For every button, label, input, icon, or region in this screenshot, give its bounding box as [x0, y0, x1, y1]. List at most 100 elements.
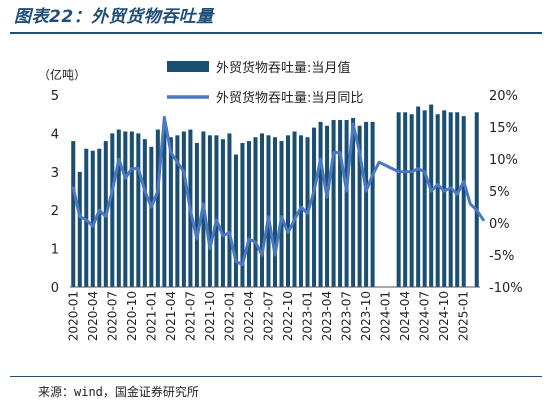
yoy-point: [280, 216, 283, 218]
yoy-point: [482, 219, 484, 221]
yoy-point: [196, 238, 198, 240]
bar: [149, 146, 154, 287]
bar: [448, 112, 453, 287]
legend-line-label: 外贸货物吞吐量:当月同比: [216, 90, 363, 106]
bar: [77, 171, 82, 287]
bar: [97, 148, 102, 287]
y-left-tick-label: 5: [51, 89, 59, 104]
yoy-point: [345, 190, 348, 192]
left-axis-unit: （亿吨）: [38, 67, 86, 82]
bar: [233, 154, 238, 287]
bar: [409, 114, 414, 287]
y-left-tick-label: 2: [51, 204, 59, 219]
yoy-point: [228, 232, 231, 234]
yoy-point: [313, 190, 315, 192]
yoy-point: [137, 168, 139, 170]
bar: [396, 112, 401, 287]
bar: [240, 143, 245, 287]
yoy-point: [170, 152, 172, 154]
bar: [403, 112, 408, 287]
yoy-point: [144, 190, 146, 192]
yoy-line: [71, 115, 485, 267]
bar: [266, 135, 271, 287]
yoy-point: [411, 171, 413, 173]
yoy-point: [359, 152, 361, 154]
x-tick-label: 2022-07: [262, 291, 276, 341]
x-tick-label: 2023-07: [340, 291, 354, 341]
x-tick-label: 2024-07: [418, 291, 432, 341]
bar: [168, 137, 173, 287]
x-tick-label: 2020-04: [86, 291, 100, 341]
yoy-point: [85, 219, 87, 221]
bar: [455, 112, 460, 287]
bar: [357, 125, 362, 287]
bar: [142, 139, 147, 287]
bar: [331, 119, 336, 288]
yoy-point: [267, 216, 270, 218]
yoy-point: [476, 209, 478, 211]
yoy-point: [450, 187, 452, 189]
yoy-point: [404, 171, 406, 173]
yoy-point: [92, 225, 94, 227]
yoy-point: [430, 190, 432, 192]
yoy-point: [326, 196, 328, 198]
yoy-point: [189, 209, 191, 211]
bar: [181, 131, 186, 287]
x-tick-label: 2021-10: [203, 291, 217, 341]
yoy-point: [111, 190, 113, 192]
bar: [286, 135, 291, 287]
yoy-point: [222, 235, 224, 237]
bar: [246, 141, 251, 287]
legend: 外贸货物吞吐量:当月值 外贸货物吞吐量:当月同比: [167, 60, 363, 106]
yoy-point: [157, 190, 159, 192]
bar: [162, 127, 167, 287]
legend-bar-label: 外贸货物吞吐量:当月值: [216, 60, 350, 76]
yoy-point: [378, 161, 380, 163]
yoy-point: [463, 180, 465, 182]
bar: [110, 133, 115, 287]
yoy-point: [332, 152, 335, 154]
x-tick-label: 2024-04: [398, 291, 412, 341]
bar: [136, 133, 141, 287]
yoy-point: [319, 158, 322, 160]
yoy-point: [339, 152, 341, 154]
bar: [116, 129, 121, 287]
title-divider: [10, 32, 542, 34]
bar: [474, 112, 479, 287]
bar: [416, 106, 421, 288]
x-tick-label: 2024-01: [379, 291, 393, 341]
x-tick-label: 2025-01: [457, 291, 471, 341]
x-tick-label: 2021-04: [164, 291, 178, 341]
yoy-point: [118, 158, 120, 160]
y-right-tick-label: 10%: [489, 153, 518, 168]
yoy-point: [183, 171, 185, 173]
x-tick-label: 2022-10: [281, 291, 295, 341]
bar: [220, 139, 225, 287]
yoy-point: [306, 212, 309, 214]
bar: [279, 141, 284, 287]
legend-bar-swatch: [167, 61, 209, 72]
yoy-point: [300, 206, 302, 208]
yoy-point: [241, 264, 244, 266]
yoy-point: [72, 187, 74, 189]
y-left-tick-label: 1: [51, 243, 59, 258]
bar: [272, 137, 278, 287]
bar: [84, 148, 89, 287]
yoy-point: [391, 168, 393, 170]
yoy-point: [254, 241, 257, 243]
bar: [442, 110, 447, 287]
bar: [123, 131, 128, 287]
y-left-tick-label: 0: [51, 281, 59, 296]
yoy-point: [352, 123, 354, 125]
bar: [344, 119, 349, 288]
yoy-point: [443, 190, 445, 192]
yoy-point: [202, 203, 205, 205]
y-left-tick-label: 4: [51, 127, 59, 142]
x-tick-label: 2020-07: [105, 291, 119, 341]
x-tick-label: 2022-04: [242, 291, 256, 341]
yoy-point: [293, 219, 296, 221]
yoy-point: [437, 184, 439, 186]
bar: [292, 131, 297, 287]
bar: [312, 127, 317, 287]
x-tick-label: 2024-10: [437, 291, 451, 341]
